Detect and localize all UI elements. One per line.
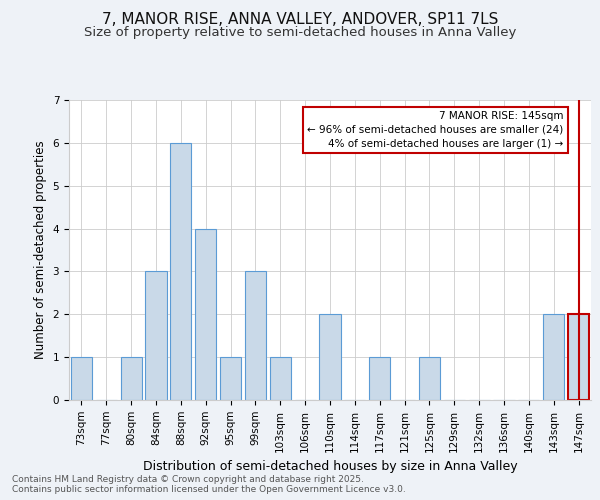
Bar bbox=[419, 357, 440, 400]
Bar bbox=[145, 272, 167, 400]
Text: 7 MANOR RISE: 145sqm
← 96% of semi-detached houses are smaller (24)
4% of semi-d: 7 MANOR RISE: 145sqm ← 96% of semi-detac… bbox=[307, 110, 563, 148]
Bar bbox=[270, 357, 291, 400]
Bar bbox=[319, 314, 341, 400]
Bar bbox=[71, 357, 92, 400]
Bar bbox=[170, 143, 191, 400]
Bar bbox=[220, 357, 241, 400]
Text: Size of property relative to semi-detached houses in Anna Valley: Size of property relative to semi-detach… bbox=[84, 26, 516, 39]
Bar bbox=[195, 228, 216, 400]
Bar bbox=[245, 272, 266, 400]
X-axis label: Distribution of semi-detached houses by size in Anna Valley: Distribution of semi-detached houses by … bbox=[143, 460, 517, 473]
Bar bbox=[568, 314, 589, 400]
Bar bbox=[121, 357, 142, 400]
Text: 7, MANOR RISE, ANNA VALLEY, ANDOVER, SP11 7LS: 7, MANOR RISE, ANNA VALLEY, ANDOVER, SP1… bbox=[102, 12, 498, 28]
Bar bbox=[369, 357, 390, 400]
Y-axis label: Number of semi-detached properties: Number of semi-detached properties bbox=[34, 140, 47, 360]
Bar bbox=[543, 314, 564, 400]
Text: Contains HM Land Registry data © Crown copyright and database right 2025.
Contai: Contains HM Land Registry data © Crown c… bbox=[12, 474, 406, 494]
